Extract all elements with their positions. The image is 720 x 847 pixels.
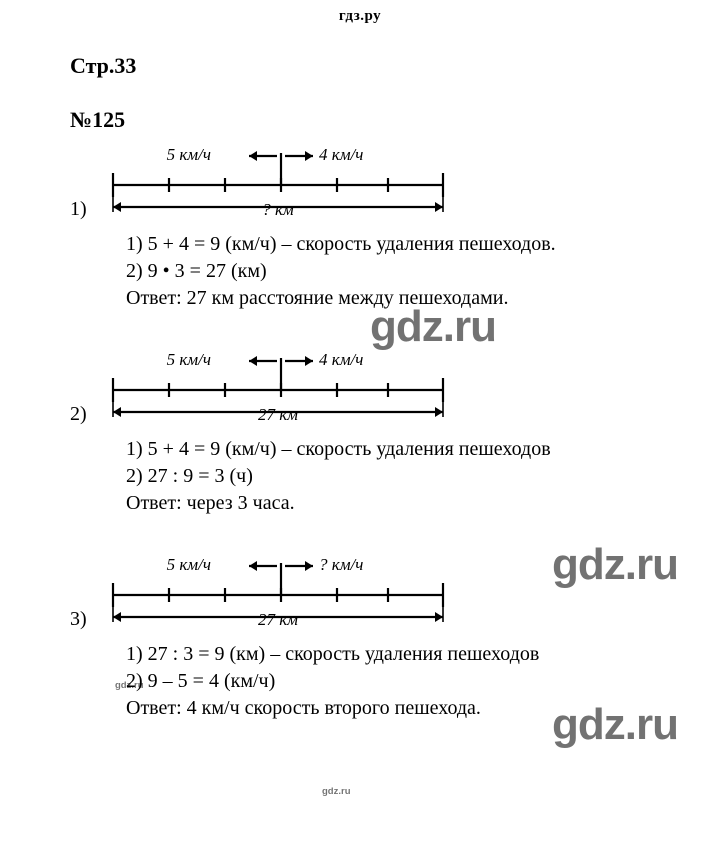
- solution-line: 1) 5 + 4 = 9 (км/ч) – скорость удаления …: [126, 231, 660, 258]
- diagram-row: 1) 5 км/ч 4 км/ч ? км: [70, 143, 660, 223]
- task-number: №125: [70, 107, 660, 133]
- svg-text:5 км/ч: 5 км/ч: [166, 350, 210, 369]
- diagram-row: 2) 5 км/ч 4 км/ч 27 км: [70, 348, 660, 428]
- content: Стр.33 №125 1) 5 км/ч 4 км/ч ? км 1) 5 + 4 =…: [0, 25, 720, 722]
- solution-line: Ответ: 4 км/ч скорость второго пешехода.: [126, 695, 660, 722]
- svg-text:27 км: 27 км: [258, 405, 298, 424]
- subitem-number: 2): [70, 403, 87, 428]
- solution-text: 1) 5 + 4 = 9 (км/ч) – скорость удаления …: [70, 229, 660, 312]
- solution-line: 2) 9 • 3 = 27 (км): [126, 258, 660, 285]
- distance-diagram: 5 км/ч 4 км/ч ? км: [93, 143, 463, 223]
- svg-text:? км/ч: ? км/ч: [319, 555, 363, 574]
- solution-text: 1) 5 + 4 = 9 (км/ч) – скорость удаления …: [70, 434, 660, 517]
- solution-line: 2) 9 – 5 = 4 (км/ч): [126, 668, 660, 695]
- solution-text: 1) 27 : 3 = 9 (км) – скорость удаления п…: [70, 639, 660, 722]
- problem: 2) 5 км/ч 4 км/ч 27 км 1) 5 + 4 = 9 (км/ч) –…: [70, 348, 660, 517]
- subitem-number: 3): [70, 608, 87, 633]
- svg-text:5 км/ч: 5 км/ч: [166, 145, 210, 164]
- problem: 3) 5 км/ч ? км/ч 27 км 1) 27 : 3 = 9 (км) – …: [70, 553, 660, 722]
- svg-text:? км: ? км: [262, 200, 294, 219]
- problems-container: 1) 5 км/ч 4 км/ч ? км 1) 5 + 4 = 9 (км/ч) – …: [70, 143, 660, 722]
- subitem-number: 1): [70, 198, 87, 223]
- solution-line: 1) 5 + 4 = 9 (км/ч) – скорость удаления …: [126, 436, 660, 463]
- watermark-small: gdz.ru: [322, 786, 351, 797]
- svg-text:5 км/ч: 5 км/ч: [166, 555, 210, 574]
- distance-diagram: 5 км/ч 4 км/ч 27 км: [93, 348, 463, 428]
- site-header: гдз.ру: [0, 0, 720, 25]
- page-reference: Стр.33: [70, 53, 660, 79]
- solution-line: 1) 27 : 3 = 9 (км) – скорость удаления п…: [126, 641, 660, 668]
- diagram-row: 3) 5 км/ч ? км/ч 27 км: [70, 553, 660, 633]
- solution-line: Ответ: через 3 часа.: [126, 490, 660, 517]
- solution-line: Ответ: 27 км расстояние между пешеходами…: [126, 285, 660, 312]
- svg-text:4 км/ч: 4 км/ч: [319, 350, 363, 369]
- distance-diagram: 5 км/ч ? км/ч 27 км: [93, 553, 463, 633]
- svg-text:27 км: 27 км: [258, 610, 298, 629]
- problem: 1) 5 км/ч 4 км/ч ? км 1) 5 + 4 = 9 (км/ч) – …: [70, 143, 660, 312]
- svg-text:4 км/ч: 4 км/ч: [319, 145, 363, 164]
- solution-line: 2) 27 : 9 = 3 (ч): [126, 463, 660, 490]
